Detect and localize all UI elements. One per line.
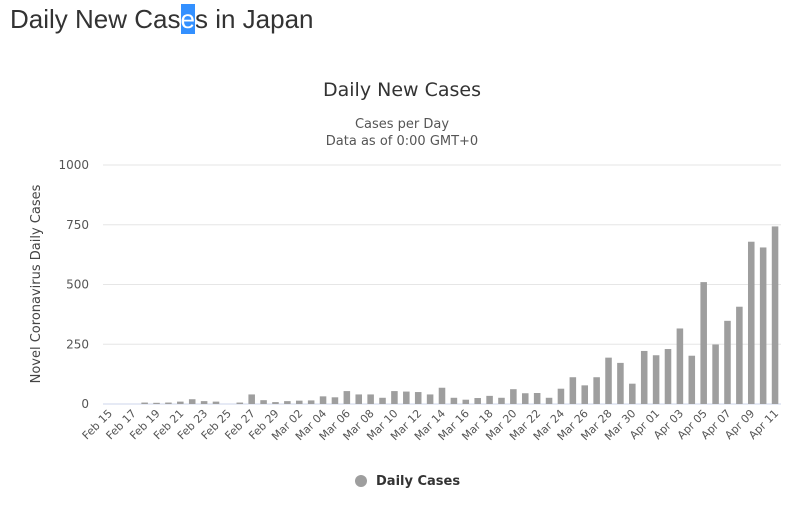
bar[interactable] [438, 387, 446, 404]
bar[interactable] [474, 398, 481, 404]
bar[interactable] [355, 394, 363, 404]
bar[interactable] [629, 383, 636, 404]
y-tick-label: 750 [66, 218, 89, 232]
bar[interactable] [414, 392, 422, 404]
bar[interactable] [331, 397, 339, 404]
chart-title: Daily New Cases [323, 79, 481, 101]
bar[interactable] [141, 402, 148, 404]
y-tick-label: 500 [66, 278, 89, 292]
bar[interactable] [319, 396, 327, 404]
bar[interactable] [295, 400, 303, 404]
bar[interactable] [724, 320, 731, 404]
bar[interactable] [153, 402, 160, 404]
legend-label: Daily Cases [376, 474, 460, 489]
legend-marker [355, 475, 367, 487]
bar[interactable] [533, 393, 541, 404]
bar[interactable] [712, 344, 719, 404]
page-title: Daily New Cases in Japan [10, 4, 314, 35]
bar[interactable] [759, 247, 767, 404]
bar[interactable] [521, 393, 529, 404]
bar[interactable] [426, 394, 434, 404]
bar[interactable] [343, 391, 351, 404]
bar[interactable] [248, 394, 255, 404]
bar[interactable] [260, 400, 267, 404]
bar[interactable] [188, 399, 196, 404]
bar[interactable] [664, 349, 672, 404]
bar[interactable] [165, 402, 172, 404]
bar[interactable] [284, 401, 291, 404]
bar[interactable] [307, 400, 315, 404]
bar[interactable] [403, 391, 410, 404]
bar[interactable] [272, 402, 279, 404]
bar[interactable] [462, 399, 470, 404]
bar[interactable] [486, 395, 493, 404]
bar[interactable] [676, 328, 684, 404]
bar[interactable] [640, 350, 648, 404]
y-tick-label: 250 [66, 337, 89, 351]
bar[interactable] [545, 397, 553, 404]
y-tick-label: 1000 [58, 158, 89, 172]
y-axis-label: Novel Coronavirus Daily Cases [29, 184, 44, 383]
bar[interactable] [177, 401, 184, 404]
bar[interactable] [771, 226, 779, 404]
bar[interactable] [367, 394, 374, 404]
bar[interactable] [450, 397, 458, 404]
bar[interactable] [581, 385, 589, 404]
bar[interactable] [510, 389, 517, 404]
bar[interactable] [569, 377, 577, 404]
bar[interactable] [700, 282, 707, 404]
bar[interactable] [688, 355, 696, 404]
bar[interactable] [498, 397, 505, 404]
bar[interactable] [736, 306, 743, 404]
bar[interactable] [391, 391, 398, 404]
page-title-selected-text: e [180, 4, 195, 34]
bar[interactable] [747, 241, 755, 404]
bar[interactable] [652, 355, 660, 404]
page-title-before: Daily New Cas [10, 4, 181, 34]
chart-subtitle-line-2: Data as of 0:00 GMT+0 [326, 134, 478, 149]
y-axis-ticks: 0 250 500 750 1000 [58, 158, 89, 411]
legend-item-daily-cases[interactable]: Daily Cases [355, 474, 460, 489]
bar[interactable] [557, 388, 565, 404]
bar[interactable] [593, 377, 600, 404]
chart-subtitle-line-1: Cases per Day [355, 117, 449, 132]
bar[interactable] [617, 362, 624, 404]
bar[interactable] [200, 401, 208, 404]
bars [141, 226, 779, 404]
y-tick-label: 0 [81, 397, 89, 411]
bar[interactable] [236, 402, 244, 404]
bar[interactable] [605, 357, 612, 404]
bar[interactable] [212, 401, 220, 404]
page-title-after: s in Japan [194, 4, 314, 34]
bar[interactable] [379, 397, 386, 404]
